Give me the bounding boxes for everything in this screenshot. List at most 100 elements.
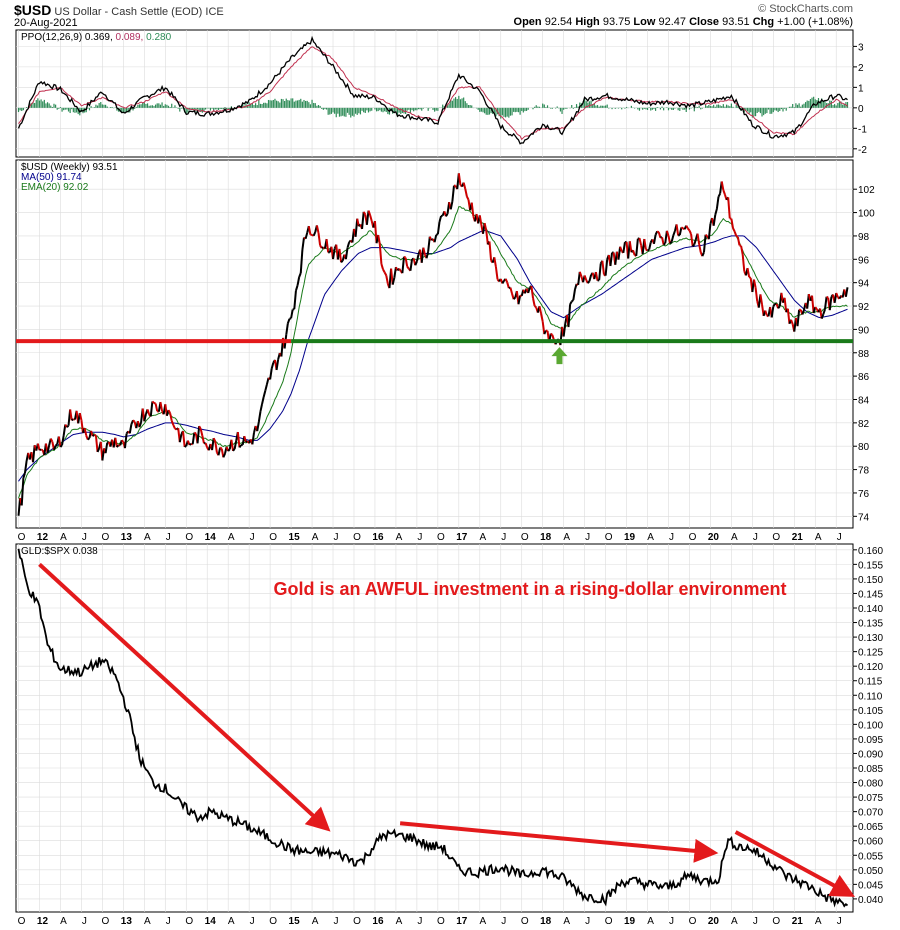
price-x-tick-label: O <box>185 532 193 543</box>
usd-price-segment <box>594 271 599 281</box>
low-label: Low <box>633 16 656 28</box>
price-y-tick-label: 74 <box>858 512 870 523</box>
price-y-tick-label: 80 <box>858 442 870 453</box>
usd-price-segment <box>691 243 696 247</box>
price-x-tick-label: 21 <box>792 532 804 543</box>
ratio-y-tick-label: 0.075 <box>858 793 883 804</box>
usd-price-segment <box>391 277 396 285</box>
usd-price-segment <box>826 295 829 299</box>
usd-price-segment <box>138 422 143 428</box>
usd-price-segment <box>143 413 147 422</box>
usd-price-segment <box>59 444 63 448</box>
low-value: 92.47 <box>658 16 687 28</box>
usd-price-segment <box>93 433 97 437</box>
usd-price-segment <box>191 432 196 445</box>
ppo-y-tick-label: -1 <box>858 124 867 135</box>
usd-price-segment <box>362 211 367 216</box>
ratio-y-tick-label: 0.080 <box>858 779 883 790</box>
price-x-tick-label: O <box>772 532 780 543</box>
usd-price-segment <box>704 233 708 237</box>
usd-price-segment <box>182 431 186 448</box>
high-label: High <box>575 16 600 28</box>
usd-price-segment <box>340 260 344 264</box>
usd-price-segment <box>174 427 178 431</box>
ratio-x-tick-label: O <box>18 916 26 927</box>
usd-price-segment <box>290 309 294 319</box>
usd-price-segment <box>632 249 636 256</box>
usd-price-segment <box>321 246 324 249</box>
ppo-y-tick-label: 3 <box>858 42 864 53</box>
usd-price-segment <box>741 254 746 272</box>
usd-price-segment <box>736 236 741 246</box>
usd-price-segment <box>735 235 739 238</box>
usd-price-segment <box>332 248 336 260</box>
usd-price-segment <box>167 409 172 414</box>
price-x-tick-label: J <box>837 532 842 543</box>
stockcharts-credit: © StockCharts.com <box>758 3 853 15</box>
usd-price-segment <box>619 246 623 252</box>
price-x-tick-label: A <box>479 532 486 543</box>
usd-price-segment <box>648 242 652 250</box>
ratio-x-tick-label: O <box>185 916 193 927</box>
usd-price-segment <box>823 296 828 310</box>
usd-price-segment <box>464 188 468 197</box>
price-legend-entry: EMA(20) 92.02 <box>21 182 89 193</box>
price-x-tick-label: J <box>585 532 590 543</box>
usd-price-segment <box>688 230 692 235</box>
usd-price-segment <box>652 234 657 245</box>
usd-price-segment <box>232 448 236 452</box>
ratio-x-tick-label: J <box>501 916 506 927</box>
usd-price-segment <box>69 409 73 421</box>
usd-price-segment <box>540 313 544 322</box>
usd-price-segment <box>675 224 680 236</box>
open-value: 92.54 <box>544 16 573 28</box>
usd-price-segment <box>696 233 701 245</box>
usd-price-segment <box>128 424 133 434</box>
usd-price-segment <box>583 275 588 281</box>
ratio-x-tick-label: J <box>334 916 339 927</box>
usd-price-segment <box>670 235 675 242</box>
ppo-y-tick-label: -2 <box>858 145 867 156</box>
ratio-legend: GLD:$SPX 0.038 <box>21 546 98 557</box>
ratio-x-tick-label: J <box>753 916 758 927</box>
usd-price-segment <box>204 442 209 449</box>
usd-price-segment <box>217 447 222 456</box>
ppo-legend-entry: PPO(12,26,9) 0.369, <box>21 32 116 43</box>
usd-price-segment <box>87 437 91 441</box>
ratio-x-tick-label: A <box>228 916 235 927</box>
usd-price-segment <box>485 230 489 245</box>
usd-price-segment <box>494 266 499 280</box>
ratio-x-tick-label: 17 <box>456 916 468 927</box>
usd-price-segment <box>385 275 389 285</box>
usd-price-segment <box>121 439 125 443</box>
chg-value: +1.00 (+1.08%) <box>777 16 853 28</box>
usd-price-segment <box>294 285 299 291</box>
price-x-tick-label: 17 <box>456 532 468 543</box>
ratio-x-tick-label: 21 <box>792 916 804 927</box>
usd-price-segment <box>622 242 626 253</box>
price-x-tick-label: A <box>60 532 67 543</box>
ratio-x-tick-label: J <box>250 916 255 927</box>
usd-price-segment <box>532 297 536 307</box>
price-y-tick-label: 76 <box>858 489 870 500</box>
usd-price-segment <box>32 445 36 463</box>
usd-price-segment <box>759 294 764 305</box>
usd-price-segment <box>707 223 712 240</box>
price-x-tick-label: O <box>18 532 26 543</box>
usd-price-segment <box>304 232 309 240</box>
usd-price-segment <box>772 303 776 307</box>
usd-price-segment <box>483 222 488 231</box>
price-x-tick-label: O <box>521 532 529 543</box>
price-x-tick-label: A <box>563 532 570 543</box>
price-y-tick-label: 92 <box>858 302 870 313</box>
usd-price-segment <box>488 241 493 261</box>
ratio-x-tick-label: 15 <box>289 916 301 927</box>
usd-price-segment <box>383 271 388 276</box>
usd-price-segment <box>404 257 409 267</box>
ratio-y-tick-label: 0.150 <box>858 575 883 586</box>
chg-label: Chg <box>752 16 775 28</box>
usd-price-segment <box>378 243 383 265</box>
usd-price-segment <box>233 440 238 450</box>
usd-price-segment <box>588 274 593 282</box>
price-x-tick-label: A <box>647 532 654 543</box>
